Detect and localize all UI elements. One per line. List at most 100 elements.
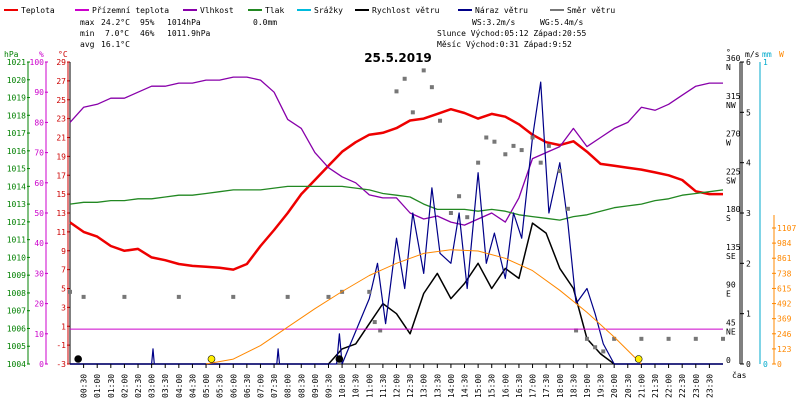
- temperature-unit: °C: [58, 50, 68, 59]
- wind-tick-label: 2: [746, 259, 751, 268]
- series-line-vlhkost: [69, 76, 723, 226]
- precip-tick-label: 1: [763, 58, 768, 67]
- x-tick-label: 03:00: [148, 374, 157, 398]
- solar-tick-label: 615: [777, 284, 792, 293]
- wind-direction-point: [565, 206, 570, 211]
- x-tick-label: 20:30: [624, 374, 633, 398]
- pressure-tick-label: 1017: [7, 129, 26, 138]
- direction-tick-label: S: [726, 214, 731, 223]
- x-tick-label: 16:30: [515, 374, 524, 398]
- wind-direction-point: [538, 160, 543, 165]
- wind-direction-point: [601, 349, 606, 354]
- direction-unit: °: [726, 48, 731, 57]
- x-axis-ticks: 00:30 01:00 01:30 02:00 02:30 03:00 03:30 04:00…: [80, 364, 714, 398]
- x-tick-label: 12:00: [393, 374, 402, 398]
- humidity-tick-label: 40: [34, 239, 44, 248]
- temperature-tick-label: -3: [56, 360, 66, 369]
- wind-tick-label: 5: [746, 108, 751, 117]
- direction-tick-label: SW: [726, 176, 736, 185]
- pressure-tick-label: 1020: [7, 76, 26, 85]
- humidity-tick-label: 0: [39, 360, 44, 369]
- astro-marker: [207, 355, 216, 363]
- humidity-tick-label: 100: [30, 58, 45, 67]
- wind-direction-point: [511, 143, 516, 148]
- wind-tick-label: 0: [746, 360, 751, 369]
- x-tick-label: 07:30: [270, 374, 279, 398]
- wind-direction-point: [484, 135, 489, 140]
- direction-tick-label: SE: [726, 252, 736, 261]
- x-axis-label: čas: [732, 370, 747, 380]
- temperature-tick-label: 9: [61, 247, 66, 256]
- direction-tick-label: NW: [726, 101, 736, 110]
- direction-tick-label: 0: [726, 356, 731, 365]
- x-tick-label: 10:30: [352, 374, 361, 398]
- wind-tick-label: 1: [746, 310, 751, 319]
- legend-label: Vlhkost: [200, 6, 234, 15]
- solar-tick-label: 861: [777, 254, 792, 263]
- wind-tick-label: 6: [746, 58, 751, 67]
- x-tick-label: 07:00: [256, 374, 265, 398]
- humidity-tick-label: 70: [34, 149, 44, 158]
- legend-label: Náraz větru: [475, 6, 528, 15]
- pressure-tick-label: 1007: [7, 307, 26, 316]
- pressure-tick-label: 1010: [7, 253, 26, 262]
- direction-tick-label: NE: [726, 327, 736, 336]
- x-tick-label: 08:00: [284, 374, 293, 398]
- pressure-tick-label: 1019: [7, 94, 26, 103]
- x-tick-label: 19:00: [583, 374, 592, 398]
- x-tick-label: 08:30: [297, 374, 306, 398]
- wind-direction-point: [448, 211, 453, 215]
- wind-direction-point: [402, 76, 407, 81]
- stats-max-press: 1014hPa: [167, 18, 201, 27]
- pressure-unit: hPa: [4, 50, 19, 59]
- wind-direction-point: [326, 294, 331, 299]
- solar-tick-label: 1107: [777, 224, 796, 233]
- wind-direction-point: [285, 294, 290, 299]
- pressure-tick-label: 1009: [7, 271, 26, 280]
- x-tick-label: 23:00: [692, 374, 701, 398]
- wind-direction-point: [557, 169, 562, 174]
- x-tick-label: 05:00: [202, 374, 211, 398]
- wind-tick-label: 4: [746, 159, 751, 168]
- series-line-n-raz-v-tru: [70, 81, 723, 365]
- x-tick-label: 09:30: [324, 374, 333, 398]
- x-tick-label: 22:30: [678, 374, 687, 398]
- x-tick-label: 12:30: [406, 374, 415, 398]
- solar-tick-label: 0: [777, 360, 782, 369]
- pressure-tick-label: 1013: [7, 200, 26, 209]
- pressure-tick-label: 1012: [7, 218, 26, 227]
- x-tick-label: 18:00: [556, 374, 565, 398]
- pressure-tick-label: 1018: [7, 111, 26, 120]
- temperature-tick-label: 21: [56, 134, 66, 143]
- series-line-teplota: [69, 107, 723, 271]
- precip-unit: mm: [762, 50, 772, 59]
- x-tick-label: 14:00: [447, 374, 456, 398]
- wind-direction-point: [584, 336, 589, 341]
- direction-tick-label: 225: [726, 167, 741, 176]
- wind-direction-point: [438, 118, 443, 123]
- temperature-tick-label: 7: [61, 266, 66, 275]
- pressure-tick-label: 1005: [7, 342, 26, 351]
- legend-label: Směr větru: [567, 6, 615, 15]
- temperature-tick-label: -1: [56, 341, 66, 350]
- wind-direction-point: [122, 294, 127, 299]
- legend-label: Tlak: [265, 6, 284, 15]
- astro-marker: [335, 355, 344, 363]
- wind-direction-point: [530, 135, 535, 140]
- humidity-tick-label: 10: [34, 330, 44, 339]
- x-tick-label: 06:30: [243, 374, 252, 398]
- pressure-tick-label: 1011: [7, 236, 26, 245]
- x-tick-label: 17:00: [529, 374, 538, 398]
- chart-title: 25.5.2019: [364, 51, 432, 65]
- direction-tick-label: 45: [726, 318, 736, 327]
- wind-direction-point: [378, 328, 383, 333]
- astro-marker: [634, 355, 643, 363]
- humidity-tick-label: 90: [34, 88, 44, 97]
- temperature-tick-label: 1: [61, 322, 66, 331]
- stats-min-label: min: [80, 29, 95, 38]
- wind-direction-point: [81, 294, 86, 299]
- series-line-tlak: [69, 185, 724, 221]
- temperature-tick-label: 5: [61, 285, 66, 294]
- wind-direction-point: [465, 215, 470, 220]
- solar-tick-label: 369: [777, 315, 792, 324]
